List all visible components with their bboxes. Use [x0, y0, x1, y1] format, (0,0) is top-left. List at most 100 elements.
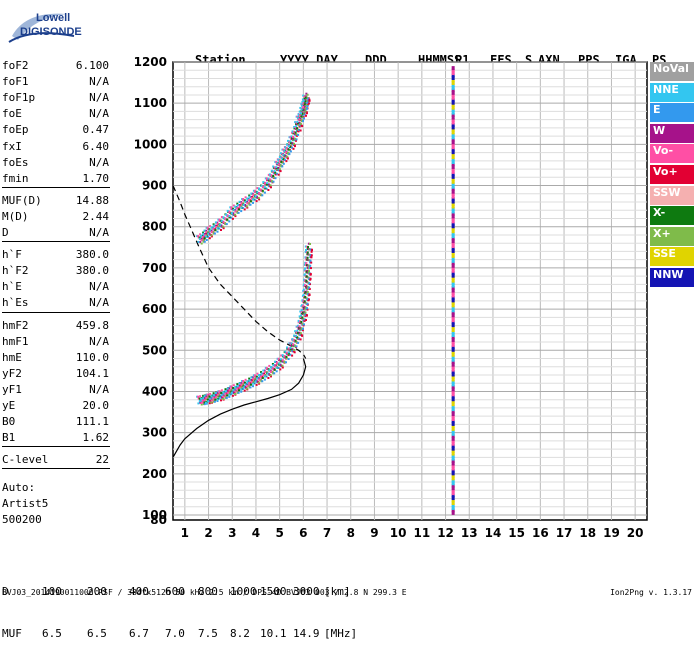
f-layer-trace-point	[304, 311, 307, 314]
f-layer-second-hop-point	[294, 145, 296, 148]
f-layer-second-hop-point	[298, 110, 301, 113]
f-layer-trace-point	[268, 369, 271, 372]
f-layer-second-hop-point	[224, 217, 227, 220]
f-layer-trace-point	[248, 377, 251, 380]
f-layer-trace-point	[308, 253, 311, 256]
f-layer-trace-point	[228, 387, 230, 390]
interference-point	[451, 414, 455, 419]
f-layer-second-hop-point	[269, 178, 272, 181]
x-tick-label: 15	[508, 526, 525, 540]
f-layer-trace-point	[301, 304, 303, 307]
legend: NoVal NNE E W Vo- Vo+ SSW X- X+ SSE NNW	[650, 62, 694, 289]
f-layer-second-hop-point	[219, 223, 222, 226]
f-layer-second-hop-point	[250, 197, 253, 200]
f-layer-trace-point	[197, 402, 200, 405]
f-layer-second-hop-point	[262, 186, 265, 188]
f-layer-trace-point	[267, 372, 270, 375]
interference-point	[451, 352, 455, 357]
f-layer-second-hop-point	[282, 153, 285, 156]
interference-point	[451, 404, 455, 409]
f-layer-trace-point	[220, 393, 223, 396]
f-layer-second-hop-point	[228, 220, 231, 223]
f-layer-trace-point	[236, 385, 239, 387]
f-layer-trace-point	[304, 308, 306, 311]
interference-point	[451, 132, 455, 137]
table-cell: 3000	[293, 585, 320, 598]
interference-point	[451, 379, 455, 384]
x-tick-label: 13	[461, 526, 478, 540]
param-row: h`F2 380.0	[2, 262, 109, 279]
f-layer-second-hop-point	[232, 212, 235, 215]
f-layer-second-hop-point	[287, 148, 290, 151]
f-layer-trace-point	[197, 395, 200, 398]
f-layer-second-hop-point	[275, 166, 278, 169]
f-layer-second-hop-point	[234, 215, 237, 218]
f-layer-second-hop-point	[253, 189, 256, 192]
interference-point	[451, 340, 455, 345]
interference-point	[451, 503, 455, 508]
x-tick-label: 17	[556, 526, 573, 540]
f-layer-second-hop-point	[197, 240, 200, 243]
f-layer-trace-point	[295, 331, 298, 333]
f-layer-trace-point	[308, 259, 311, 262]
f-layer-trace-point	[289, 348, 292, 351]
f-layer-trace-point	[293, 351, 296, 354]
interference-point	[451, 449, 455, 454]
interference-point	[451, 493, 455, 498]
f-layer-trace-point	[232, 391, 235, 394]
interference-point	[451, 471, 455, 476]
f-layer-trace-point	[275, 370, 278, 373]
f-layer-second-hop-point	[304, 96, 307, 99]
param-row: B0 111.1	[2, 413, 109, 430]
param-name: h`F	[2, 248, 22, 262]
f-layer-trace-point	[309, 261, 312, 264]
f-layer-trace-point	[213, 400, 216, 403]
f-layer-trace-point	[238, 386, 241, 389]
f-layer-trace-point	[231, 394, 234, 397]
f-layer-second-hop-point	[306, 96, 308, 99]
interference-point	[451, 347, 455, 352]
interference-point	[451, 389, 455, 394]
f-layer-second-hop-point	[239, 201, 242, 203]
x-tick-label: 19	[603, 526, 620, 540]
f-layer-second-hop-point	[230, 216, 232, 219]
f-layer-trace-point	[240, 388, 243, 391]
interference-point	[451, 496, 455, 501]
interference-point	[451, 226, 455, 231]
f-layer-trace-point	[287, 351, 290, 354]
f-layer-second-hop-point	[251, 197, 254, 200]
f-layer-trace-point	[210, 395, 213, 398]
interference-point	[451, 231, 455, 236]
f-layer-trace-point	[219, 395, 222, 397]
interference-point	[451, 468, 455, 473]
interference-point	[451, 229, 455, 234]
f-layer-second-hop-point	[212, 223, 215, 226]
f-layer-second-hop-point	[198, 236, 201, 239]
f-layer-trace-point	[223, 395, 226, 398]
f-layer-trace-point	[308, 286, 311, 289]
f-layer-trace-point	[267, 368, 270, 371]
f-layer-second-hop-point	[288, 145, 290, 148]
interference-point	[451, 436, 455, 441]
f-layer-second-hop-point	[220, 220, 223, 223]
f-layer-second-hop-point	[294, 126, 297, 129]
interference-point	[451, 276, 455, 281]
f-layer-second-hop-point	[296, 120, 299, 123]
interference-point	[451, 68, 455, 73]
f-layer-trace-point	[269, 366, 272, 368]
f-layer-second-hop-point	[202, 234, 205, 237]
interference-point	[451, 476, 455, 481]
f-layer-second-hop-point	[199, 241, 202, 244]
interference-point	[451, 189, 455, 194]
f-layer-second-hop-point	[263, 191, 266, 194]
f-layer-trace-point	[256, 377, 259, 380]
f-layer-second-hop-point	[277, 163, 280, 166]
f-layer-trace-point	[205, 396, 208, 399]
f-layer-trace-point	[297, 341, 300, 344]
f-layer-second-hop-point	[246, 206, 249, 209]
f-layer-second-hop-point	[238, 208, 240, 211]
f-layer-trace-point	[209, 392, 212, 395]
f-layer-second-hop-point	[240, 210, 243, 213]
f-layer-second-hop-point	[243, 208, 246, 211]
f-layer-trace-point	[274, 360, 277, 363]
